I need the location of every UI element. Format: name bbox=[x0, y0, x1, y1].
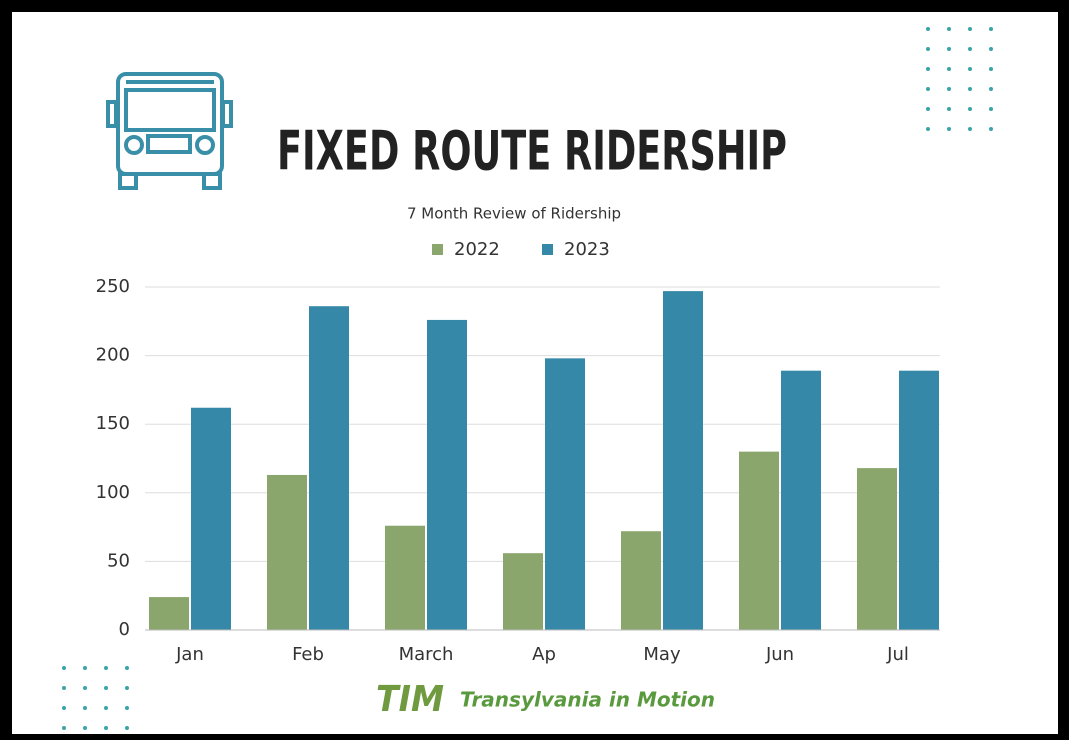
x-tick-label: Jul bbox=[886, 644, 909, 665]
dot bbox=[104, 726, 108, 730]
chart-title: FIXED ROUTE RIDERSHIP bbox=[277, 120, 787, 183]
dot bbox=[125, 686, 129, 690]
bus-icon bbox=[106, 72, 233, 190]
x-tick-label: Jan bbox=[175, 644, 204, 665]
dot bbox=[83, 666, 87, 670]
y-tick-label: 200 bbox=[96, 345, 130, 366]
dot bbox=[989, 47, 993, 51]
bar bbox=[545, 358, 585, 630]
bar bbox=[149, 597, 189, 630]
bar bbox=[385, 525, 425, 630]
dot bbox=[125, 726, 129, 730]
dot bbox=[104, 706, 108, 710]
dot bbox=[989, 107, 993, 111]
y-tick-label: 250 bbox=[96, 276, 130, 297]
x-tick-label: Feb bbox=[292, 644, 324, 665]
bar bbox=[191, 407, 231, 630]
dot bbox=[926, 107, 930, 111]
y-tick-label: 50 bbox=[107, 550, 130, 571]
bar bbox=[663, 291, 703, 630]
dot bbox=[62, 686, 66, 690]
logo-text: Transylvania in Motion bbox=[460, 688, 715, 712]
bar bbox=[503, 553, 543, 630]
bar bbox=[427, 319, 467, 630]
dot bbox=[926, 27, 930, 31]
bar bbox=[899, 370, 939, 630]
dot bbox=[926, 127, 930, 131]
dot bbox=[104, 666, 108, 670]
dot bbox=[947, 87, 951, 91]
dot bbox=[62, 666, 66, 670]
bar bbox=[309, 306, 349, 630]
y-tick-label: 0 bbox=[119, 619, 130, 640]
dot bbox=[926, 47, 930, 51]
bar bbox=[267, 474, 307, 630]
dot bbox=[989, 27, 993, 31]
legend-label: 2023 bbox=[564, 239, 610, 260]
dot bbox=[926, 67, 930, 71]
legend-label: 2022 bbox=[454, 239, 500, 260]
dot bbox=[968, 87, 972, 91]
dot-pattern bbox=[62, 27, 993, 730]
dot bbox=[989, 127, 993, 131]
bar bbox=[621, 531, 661, 630]
chart-subtitle: 7 Month Review of Ridership bbox=[407, 205, 621, 223]
y-tick-label: 150 bbox=[96, 413, 130, 434]
dot bbox=[968, 107, 972, 111]
legend-swatch bbox=[432, 244, 443, 255]
dot bbox=[104, 686, 108, 690]
dot bbox=[125, 706, 129, 710]
dot bbox=[968, 27, 972, 31]
dot bbox=[947, 47, 951, 51]
dot bbox=[947, 67, 951, 71]
logo-mark: TIM bbox=[376, 679, 444, 720]
bar bbox=[739, 451, 779, 630]
dot bbox=[947, 127, 951, 131]
dot bbox=[926, 87, 930, 91]
dot bbox=[83, 726, 87, 730]
dot bbox=[968, 47, 972, 51]
x-tick-label: Jun bbox=[765, 644, 794, 665]
dot bbox=[947, 107, 951, 111]
y-tick-label: 100 bbox=[96, 482, 130, 503]
dot bbox=[968, 67, 972, 71]
legend-swatch bbox=[542, 244, 553, 255]
x-tick-label: March bbox=[399, 644, 454, 665]
dot bbox=[83, 706, 87, 710]
x-tick-label: May bbox=[643, 644, 681, 665]
dot bbox=[989, 87, 993, 91]
dot bbox=[83, 686, 87, 690]
dot bbox=[125, 666, 129, 670]
dot bbox=[947, 27, 951, 31]
dot bbox=[989, 67, 993, 71]
dot bbox=[62, 726, 66, 730]
dot bbox=[968, 127, 972, 131]
x-tick-label: Ap bbox=[532, 644, 556, 665]
dot bbox=[62, 706, 66, 710]
bar bbox=[781, 370, 821, 630]
bar bbox=[857, 468, 897, 630]
